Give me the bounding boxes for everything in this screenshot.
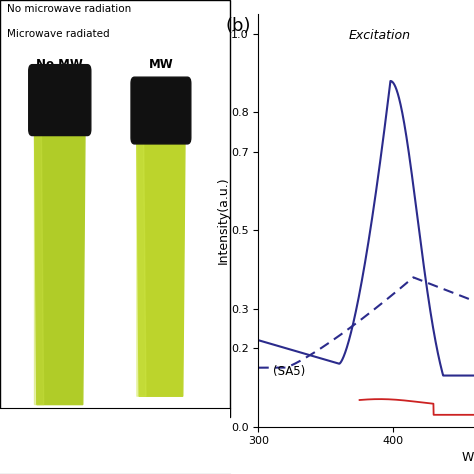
Text: Excitation: Excitation <box>349 28 411 42</box>
Text: (SA5): (SA5) <box>273 365 306 378</box>
Bar <box>5 71 225 413</box>
FancyBboxPatch shape <box>131 77 191 144</box>
Text: No microwave radiation: No microwave radiation <box>7 4 131 14</box>
Polygon shape <box>137 134 185 396</box>
Text: MW: MW <box>148 58 173 72</box>
Polygon shape <box>35 125 44 405</box>
Text: (b): (b) <box>225 17 251 35</box>
Y-axis label: Intensity(a.u.): Intensity(a.u.) <box>217 177 229 264</box>
Text: Microwave radiated: Microwave radiated <box>7 29 109 39</box>
FancyBboxPatch shape <box>29 64 91 136</box>
Text: No MW: No MW <box>36 58 83 72</box>
Polygon shape <box>137 134 146 396</box>
Text: W: W <box>462 451 474 465</box>
Polygon shape <box>35 125 85 405</box>
